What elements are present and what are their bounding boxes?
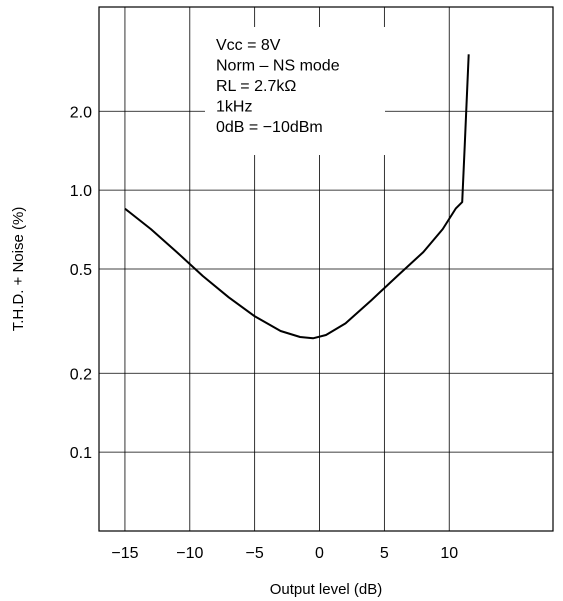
- y-tick-label: 0.2: [70, 366, 92, 383]
- annotation-box: [205, 27, 385, 155]
- x-tick-label: −10: [176, 545, 203, 562]
- x-axis-label: Output level (dB): [270, 581, 383, 598]
- y-tick-label: 2.0: [70, 104, 92, 121]
- annotation-line: Vcc = 8V: [216, 37, 281, 54]
- x-tick-label: −5: [246, 545, 264, 562]
- y-tick-labels: 0.1 0.2 0.5 1.0 2.0: [70, 104, 92, 462]
- thd-noise-series-line: [124, 54, 470, 340]
- y-tick-label: 0.1: [70, 445, 92, 462]
- annotation-text: Vcc = 8V Norm – NS mode RL = 2.7kΩ 1kHz 0dB …: [216, 37, 340, 136]
- x-tick-label: 5: [380, 545, 389, 562]
- x-tick-label: 0: [315, 545, 324, 562]
- annotation-line: 1kHz: [216, 99, 252, 116]
- y-tick-label: 1.0: [70, 183, 92, 200]
- annotation-line: RL = 2.7kΩ: [216, 78, 296, 95]
- annotation-line: 0dB = −10dBm: [216, 119, 323, 136]
- x-tick-label: −15: [111, 545, 138, 562]
- x-tick-label: 10: [440, 545, 458, 562]
- annotation-background: [205, 27, 385, 155]
- plot-frame: [98, 6, 554, 532]
- series-group: [124, 54, 470, 340]
- annotation-line: Norm – NS mode: [216, 58, 340, 75]
- y-axis-label: T.H.D. + Noise (%): [10, 207, 27, 332]
- y-tick-label: 0.5: [70, 262, 92, 279]
- x-tick-labels: −15 −10 −5 0 5 10: [111, 545, 458, 562]
